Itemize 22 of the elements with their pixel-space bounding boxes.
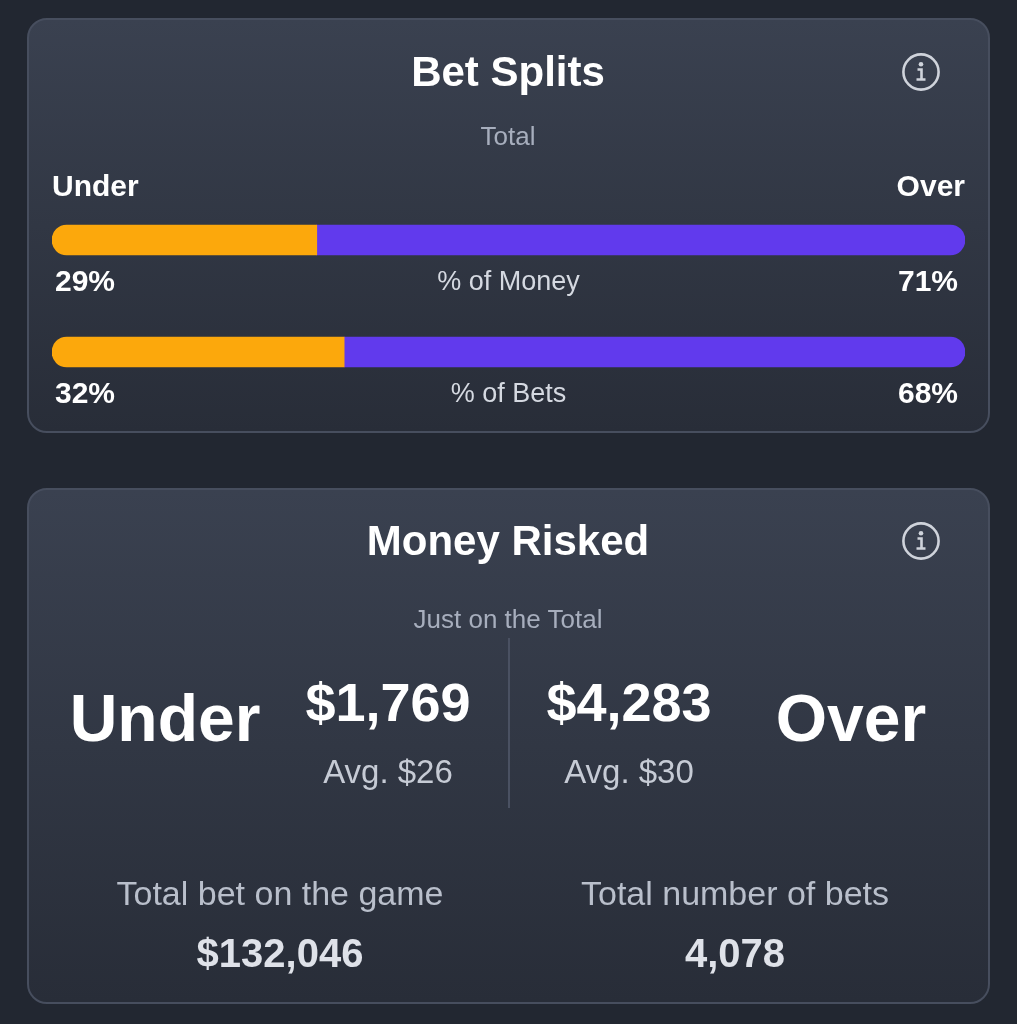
y-tick-label: % of Bets <box>450 378 567 409</box>
text: Total bet on the game <box>116 873 444 913</box>
text: Just on the Total <box>413 603 603 635</box>
text: Total number of bets <box>580 873 890 913</box>
text: Over <box>775 680 927 756</box>
chart-title: Bet Splits <box>411 48 605 96</box>
data-label: 71% <box>897 264 958 298</box>
series-label: Under <box>52 169 139 203</box>
data-label: 68% <box>897 376 958 410</box>
chart-subtitle: Total <box>480 120 536 152</box>
text: $4,283 <box>546 671 712 733</box>
text: Under <box>69 680 261 756</box>
text: Avg. $30 <box>564 753 694 791</box>
y-tick-label: % of Money <box>437 266 581 297</box>
data-label: 32% <box>55 376 116 410</box>
series-label: Over <box>896 169 966 203</box>
data-label: 29% <box>55 264 116 298</box>
text: $132,046 <box>196 930 364 976</box>
text: 4,078 <box>684 930 786 976</box>
text: Money Risked <box>366 517 650 565</box>
text: Avg. $26 <box>323 753 453 791</box>
text: $1,769 <box>305 671 471 733</box>
